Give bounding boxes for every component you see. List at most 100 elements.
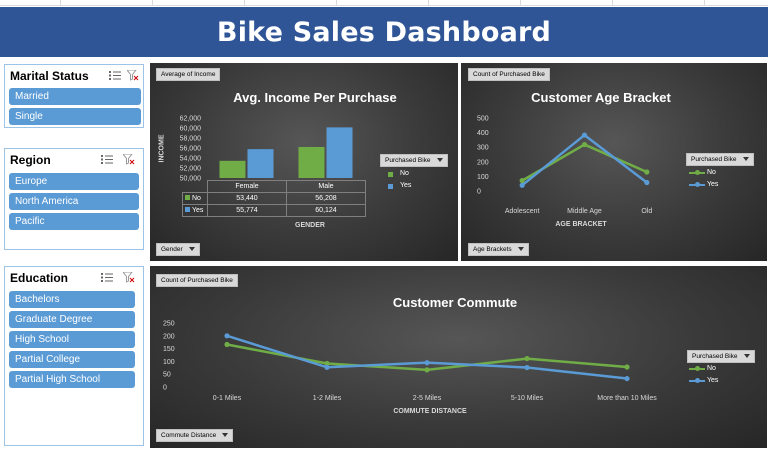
y-tick-label: 50,000 (180, 176, 202, 183)
series-line-no (521, 143, 648, 182)
legend-key-yes (185, 207, 190, 212)
y-tick-label: 56,000 (180, 146, 202, 153)
y-tick-label: 52,000 (180, 166, 202, 173)
data-point-yes (224, 333, 230, 339)
data-point-no (519, 178, 525, 184)
income-legend: No Yes (380, 168, 411, 192)
data-point-yes (644, 179, 650, 186)
x-tick-label: 5-10 Miles (511, 395, 544, 402)
multi-select-icon[interactable] (101, 272, 113, 283)
data-point-no (581, 141, 588, 148)
x-axis-title: COMMUTE DISTANCE (393, 408, 467, 415)
clear-filter-icon[interactable] (127, 70, 139, 81)
bar-yes (326, 127, 353, 178)
slicer-item-partial-college[interactable]: Partial College (9, 351, 135, 368)
data-point-yes (324, 364, 330, 370)
sheet-grid (0, 0, 768, 6)
multi-select-icon[interactable] (109, 70, 121, 81)
x-tick-label: 0-1 Miles (213, 395, 242, 402)
data-point-no (424, 367, 430, 373)
slicer-item-single[interactable]: Single (9, 108, 141, 125)
slicer-item-north-america[interactable]: North America (9, 193, 139, 210)
income-chart-panel[interactable]: Average of Income Avg. Income Per Purcha… (150, 63, 458, 261)
data-point-no (324, 360, 330, 367)
data-point-no (524, 355, 530, 362)
chart-title: Avg. Income Per Purchase (233, 90, 397, 105)
y-tick-label: 50 (163, 372, 171, 379)
y-tick-label: 250 (163, 321, 175, 328)
data-point-no (624, 364, 630, 370)
y-tick-label: 58,000 (180, 136, 202, 143)
slicer-title: Marital Status (10, 69, 89, 83)
y-tick-label: 60,000 (180, 126, 202, 133)
title-banner: Bike Sales Dashboard (0, 7, 768, 57)
y-tick-label: 100 (477, 174, 489, 181)
field-button-average-income[interactable]: Average of Income (156, 68, 221, 81)
slicer-item-bachelors[interactable]: Bachelors (9, 291, 135, 308)
legend-label-yes: Yes (400, 182, 412, 189)
bar-yes (247, 149, 274, 178)
slicer-item-partial-high-school[interactable]: Partial High School (9, 371, 135, 388)
y-tick-label: 0 (163, 385, 167, 392)
legend-label-no: No (707, 365, 716, 372)
legend-button-purchased-bike[interactable]: Purchased Bike (380, 154, 448, 167)
y-axis-title: INCOME (158, 134, 166, 163)
legend-button-purchased-bike[interactable]: Purchased Bike (686, 153, 754, 166)
chart-title: Customer Commute (392, 295, 518, 310)
clear-filter-icon[interactable] (123, 154, 135, 165)
table-cell: 56,208 (286, 192, 366, 205)
y-tick-label: 100 (163, 359, 175, 366)
y-tick-label: 500 (477, 116, 489, 123)
axis-button-gender[interactable]: Gender (156, 243, 200, 256)
table-cell: 55,774 (207, 204, 287, 217)
age-chart-panel[interactable]: Count of Purchased Bike Customer Age Bra… (461, 63, 767, 261)
region-slicer[interactable]: Region Europe North America Pacific (4, 148, 144, 250)
income-chart-plot: 62,000 60,000 58,000 56,000 54,000 52,000 50,0… (180, 116, 353, 183)
marital-status-slicer[interactable]: Marital Status Married Single (4, 64, 144, 128)
y-tick-label: 150 (163, 346, 175, 353)
data-point-yes (524, 364, 530, 371)
slicer-item-high-school[interactable]: High School (9, 331, 135, 348)
slicer-item-graduate-degree[interactable]: Graduate Degree (9, 311, 135, 328)
x-tick-label: 1-2 Miles (313, 395, 342, 402)
clear-filter-icon[interactable] (123, 272, 135, 283)
field-button-count-purchased[interactable]: Count of Purchased Bike (156, 274, 238, 287)
data-point-yes (624, 375, 630, 382)
slicer-title: Education (10, 271, 69, 285)
y-tick-label: 300 (477, 145, 489, 152)
income-data-table: Female Male No 53,440 56,208 Yes 55,774 … (182, 180, 366, 217)
slicer-item-married[interactable]: Married (9, 88, 141, 105)
table-cell: 60,124 (286, 204, 366, 217)
x-tick-label: More than 10 Miles (597, 395, 657, 402)
commute-legend: No Yes (687, 363, 718, 387)
data-point-yes (519, 182, 525, 188)
bar-no (298, 146, 325, 178)
axis-button-age-brackets[interactable]: Age Brackets (468, 243, 529, 256)
chart-title: Customer Age Bracket (531, 90, 671, 105)
table-header-male: Male (286, 180, 366, 193)
slicer-title: Region (10, 153, 51, 167)
axis-button-commute-distance[interactable]: Commute Distance (156, 429, 234, 442)
age-legend: No Yes (687, 167, 718, 191)
table-row-label: Yes (192, 207, 204, 214)
commute-chart-panel[interactable]: Count of Purchased Bike Customer Commute… (150, 266, 767, 448)
slicer-item-europe[interactable]: Europe (9, 173, 139, 190)
field-button-count-purchased[interactable]: Count of Purchased Bike (468, 68, 550, 81)
x-tick-label: Adolescent (505, 208, 540, 215)
y-tick-label: 62,000 (180, 116, 202, 123)
slicer-item-pacific[interactable]: Pacific (9, 213, 139, 230)
age-chart-plot: 500 400 300 200 100 0 Adolescent Middle Age Old (477, 116, 652, 216)
education-slicer[interactable]: Education Bachelors Graduate Degree High… (4, 266, 144, 446)
legend-label-yes: Yes (707, 181, 719, 188)
data-point-no (644, 169, 650, 175)
commute-chart-plot: 250 200 150 100 50 0 0-1 Miles 1-2 Miles 2-5 Mil… (163, 321, 657, 403)
y-tick-label: 200 (477, 159, 489, 166)
legend-label-no: No (400, 170, 409, 177)
multi-select-icon[interactable] (101, 154, 113, 165)
legend-button-purchased-bike[interactable]: Purchased Bike (687, 350, 755, 363)
table-row-label: No (192, 195, 201, 202)
y-tick-label: 54,000 (180, 156, 202, 163)
data-point-yes (581, 132, 588, 138)
dashboard-title: Bike Sales Dashboard (216, 17, 552, 48)
x-axis-title: GENDER (295, 222, 325, 229)
